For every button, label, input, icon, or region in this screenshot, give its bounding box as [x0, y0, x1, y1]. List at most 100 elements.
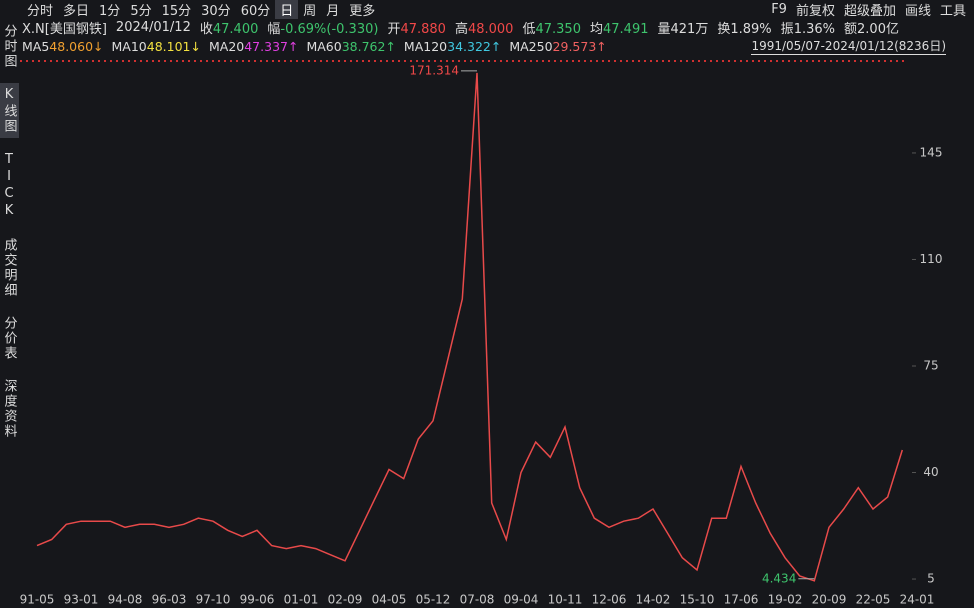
field-value: 47.880	[400, 22, 446, 37]
ma-label: MA120	[403, 38, 448, 54]
y-tick-label: 145	[920, 145, 943, 159]
side-tab[interactable]: 分价表	[1, 316, 17, 361]
field-value: 47.491	[603, 22, 649, 37]
ma-label: MA20	[208, 38, 245, 54]
field-value: 2.00亿	[857, 22, 899, 37]
quote-field: 额2.00亿	[844, 18, 899, 37]
period-toolbar: 分时 多日 1分 5分 15分 30分 60分日周月更多	[22, 0, 380, 19]
x-tick-label: 05-12	[416, 593, 451, 607]
x-tick-label: 96-03	[152, 593, 187, 607]
y-tick-label: 40	[923, 465, 938, 479]
field-value: 1.89%	[730, 22, 772, 37]
field-value: 47.350	[535, 22, 581, 37]
x-tick-label: 24-01	[900, 593, 935, 607]
quote-field: 换1.89%	[717, 18, 771, 37]
field-label: 收	[199, 22, 213, 37]
field-value: 47.400	[212, 22, 259, 37]
field-label: 高	[454, 22, 468, 37]
field-label: 低	[522, 22, 536, 37]
x-tick-label: 99-06	[240, 593, 275, 607]
quote-bar: X.N[美国钢铁] 2024/01/12 收47.400 幅-0.69%(-0.3…	[22, 18, 899, 37]
period-button[interactable]: 月	[326, 3, 340, 19]
side-tab[interactable]: 深度资料	[1, 379, 17, 439]
period-button[interactable]: 5分	[130, 3, 152, 19]
side-tab[interactable]: TICK	[1, 152, 17, 220]
x-tick-label: 02-09	[328, 593, 363, 607]
side-tab[interactable]: K线图	[0, 83, 19, 138]
y-tick-label: 110	[920, 252, 943, 266]
ma-value: 48.060↓	[49, 38, 104, 54]
ma-item: MA2047.337↑	[209, 39, 298, 54]
period-button[interactable]: 1分	[99, 3, 121, 19]
x-tick-label: 07-08	[460, 593, 495, 607]
period-button[interactable]: 多日	[63, 3, 90, 19]
ma-item: MA25029.573↑	[509, 39, 606, 54]
x-tick-label: 91-05	[20, 593, 55, 607]
ma-item: MA1048.101↓	[112, 39, 201, 54]
ma-item: MA548.060↓	[22, 39, 104, 54]
field-label: 量	[657, 22, 671, 37]
side-tab[interactable]: 成交明细	[1, 238, 17, 298]
x-tick-label: 17-06	[724, 593, 759, 607]
field-label: 幅	[267, 22, 281, 37]
x-tick-label: 97-10	[196, 593, 231, 607]
field-label: 额	[844, 22, 858, 37]
x-tick-label: 12-06	[592, 593, 627, 607]
x-tick-label: 22-05	[856, 593, 891, 607]
quote-field: 幅-0.69%(-0.330)	[267, 18, 378, 37]
period-button[interactable]: 30分	[201, 3, 231, 19]
period-button[interactable]: 15分	[161, 3, 192, 19]
ma-label: MA250	[509, 38, 553, 54]
price-line	[36, 72, 904, 582]
period-button[interactable]: 更多	[349, 3, 376, 19]
tool-button[interactable]: 工具	[939, 3, 966, 19]
side-tab[interactable]: 分时图	[1, 24, 17, 69]
y-tick-label: 75	[923, 359, 938, 373]
x-tick-label: 93-01	[64, 593, 99, 607]
tool-button[interactable]: 画线	[904, 3, 931, 19]
field-value: -0.69%(-0.330)	[280, 22, 379, 37]
quote-field: 振1.36%	[781, 18, 835, 37]
ma-label: MA5	[22, 38, 50, 54]
x-tick-label: 04-05	[372, 593, 407, 607]
ma-value: 34.322↑	[447, 38, 502, 54]
x-tick-label: 15-10	[680, 593, 715, 607]
field-label: 换	[717, 22, 731, 37]
field-value: 48.000	[467, 22, 514, 37]
x-tick-label: 20-09	[812, 593, 847, 607]
tool-button[interactable]: F9	[771, 1, 787, 17]
ma-item: MA6038.762↑	[306, 39, 395, 54]
period-button[interactable]: 分时	[27, 3, 54, 19]
y-tick-label: 5	[927, 572, 935, 586]
field-label: 开	[387, 22, 401, 37]
ma-bar: MA548.060↓ MA1048.101↓ MA2047.337↑ MA6038.7…	[22, 37, 607, 55]
field-label: 均	[589, 22, 603, 37]
x-tick-label: 01-01	[284, 593, 319, 607]
quote-field: 低47.350	[522, 18, 581, 37]
period-button[interactable]: 周	[303, 3, 317, 19]
x-tick-label: 09-04	[504, 593, 539, 607]
date: 2024/01/12	[115, 20, 191, 35]
symbol: X.N[美国钢铁]	[22, 22, 107, 37]
x-tick-label: 94-08	[108, 593, 143, 607]
x-tick-label: 10-11	[548, 593, 583, 607]
ma-label: MA60	[306, 38, 342, 54]
annotation-label: 171.314	[409, 63, 459, 77]
date-range[interactable]: 1991/05/07-2024/01/12(8236日)	[751, 39, 946, 55]
ma-value: 29.573↑	[552, 38, 607, 54]
x-tick-label: 19-02	[768, 593, 803, 607]
tool-button[interactable]: 超级叠加	[843, 3, 896, 19]
x-tick-label: 14-02	[636, 593, 671, 607]
quote-field: 收47.400	[200, 18, 259, 37]
ma-value: 48.101↓	[146, 38, 201, 54]
tools: F9 前复权 超级叠加 画线 工具	[771, 0, 966, 19]
tool-button[interactable]: 前复权	[795, 3, 835, 19]
field-label: 振	[780, 22, 794, 37]
side-tabs: 分时图 K线图 TICK 成交明细分价表深度资料	[0, 20, 19, 453]
annotation-label: 4.434	[762, 571, 796, 585]
quote-field: 开47.880	[387, 18, 446, 37]
period-button[interactable]: 日	[275, 0, 299, 19]
period-button[interactable]: 60分	[240, 3, 271, 19]
